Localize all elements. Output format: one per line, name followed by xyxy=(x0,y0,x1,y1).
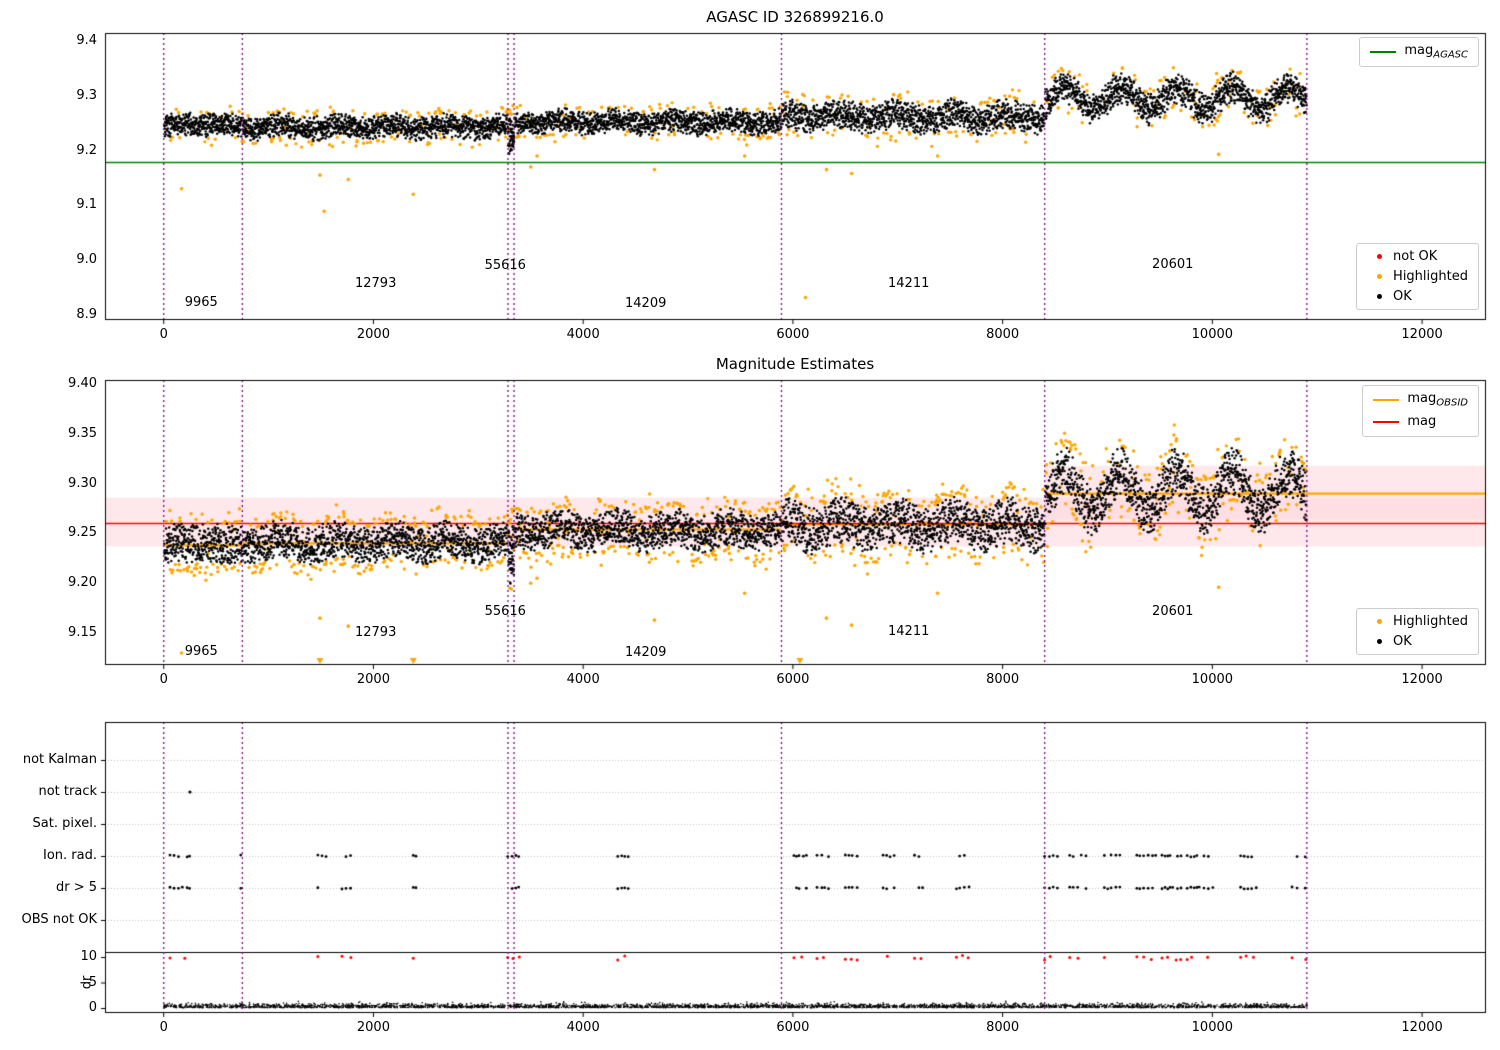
obsid-annotation: 55616 xyxy=(484,604,526,620)
plot2-title: Magnitude Estimates xyxy=(715,355,875,373)
legend-row-not-ok: not OK xyxy=(1367,249,1468,264)
obsid-annotation: 9965 xyxy=(184,294,218,310)
plot1-marker-legend: not OK Highlighted OK xyxy=(1356,243,1479,310)
obsid-annotation: 12793 xyxy=(354,276,397,292)
y-tick-label: 9.25 xyxy=(68,525,97,541)
x-tick-label: 10000 xyxy=(1191,327,1234,342)
ok-marker2 xyxy=(1377,639,1383,644)
legend-row-mag: mag xyxy=(1373,414,1468,432)
obsid-annotation: 14209 xyxy=(625,296,667,312)
plot1-line-legend: magAGASC xyxy=(1359,37,1479,67)
x-tick-label: 0 xyxy=(159,327,168,342)
x-tick-label: 4000 xyxy=(566,1020,600,1035)
highlighted-marker2 xyxy=(1377,619,1383,624)
legend-row-ok2: OK xyxy=(1367,634,1468,649)
ok-label: OK xyxy=(1393,289,1412,304)
not-ok-label: not OK xyxy=(1393,249,1438,264)
y-tick-label: 9.40 xyxy=(68,375,97,391)
mag-obsid-label: magOBSID xyxy=(1407,391,1468,409)
x-tick-label: 2000 xyxy=(356,1020,390,1035)
x-tick-label: 8000 xyxy=(986,1020,1020,1035)
obsid-annotation: 20601 xyxy=(1152,257,1194,273)
y-tick-label: 9.30 xyxy=(68,475,97,491)
x-tick-label: 0 xyxy=(159,1020,168,1035)
mag-agasc-label: magAGASC xyxy=(1404,43,1468,61)
highlighted-label: Highlighted xyxy=(1393,269,1468,284)
category-label: not track xyxy=(38,784,97,799)
ok-label2: OK xyxy=(1393,634,1412,649)
obsid-annotation: 20601 xyxy=(1152,604,1194,620)
x-tick-label: 6000 xyxy=(776,672,810,687)
y-tick-label: 9.0 xyxy=(76,251,97,267)
y-tick-label: 9.1 xyxy=(76,197,97,213)
legend-row-ok: OK xyxy=(1367,289,1468,304)
plot2-marker-legend: Highlighted OK xyxy=(1356,608,1479,655)
x-tick-label: 12000 xyxy=(1401,1020,1443,1035)
ok-marker xyxy=(1377,294,1383,299)
y-tick-label: 9.3 xyxy=(76,87,97,103)
x-tick-label: 10000 xyxy=(1191,672,1234,687)
legend-row-highlighted: Highlighted xyxy=(1367,269,1468,284)
dr-tick-label: 5 xyxy=(88,974,97,990)
y-tick-label: 9.2 xyxy=(76,142,97,158)
x-tick-label: 0 xyxy=(159,672,168,687)
x-tick-label: 12000 xyxy=(1401,327,1443,342)
mag-label: mag xyxy=(1407,413,1437,429)
x-tick-label: 8000 xyxy=(986,327,1020,342)
plot1-title: AGASC ID 326899216.0 xyxy=(706,8,884,26)
obsid-annotation: 55616 xyxy=(484,258,526,274)
category-label: Ion. rad. xyxy=(43,848,97,863)
x-tick-label: 4000 xyxy=(566,327,600,342)
category-label: dr > 5 xyxy=(55,880,97,895)
x-tick-label: 2000 xyxy=(356,327,390,342)
y-tick-label: 8.9 xyxy=(76,306,97,322)
category-label: Sat. pixel. xyxy=(32,816,97,831)
category-label: not Kalman xyxy=(22,752,97,767)
x-tick-label: 2000 xyxy=(356,672,390,687)
obsid-annotation: 12793 xyxy=(354,625,397,641)
x-tick-label: 6000 xyxy=(776,1020,810,1035)
obsid-annotation: 14209 xyxy=(625,645,667,661)
not-ok-marker xyxy=(1377,254,1383,259)
obsid-annotation: 14211 xyxy=(888,276,930,292)
y-tick-label: 9.35 xyxy=(68,425,97,441)
y-tick-label: 9.20 xyxy=(68,575,97,591)
x-tick-label: 6000 xyxy=(776,327,810,342)
mag-obsid-line-sample xyxy=(1373,398,1400,401)
mag-line-sample xyxy=(1373,421,1400,424)
highlighted-marker xyxy=(1377,274,1383,279)
x-tick-label: 10000 xyxy=(1191,1020,1234,1035)
highlighted-label2: Highlighted xyxy=(1393,614,1468,629)
x-tick-label: 12000 xyxy=(1401,672,1443,687)
legend-row-mag-agasc: magAGASC xyxy=(1370,43,1468,61)
obsid-annotation: 9965 xyxy=(184,644,218,660)
y-tick-label: 9.4 xyxy=(76,33,97,49)
x-tick-label: 8000 xyxy=(986,672,1020,687)
dr-tick-label: 0 xyxy=(88,1000,97,1015)
category-label: OBS not OK xyxy=(21,912,98,927)
obsid-annotation: 14211 xyxy=(888,624,930,640)
legend-row-mag-obsid: magOBSID xyxy=(1373,391,1468,409)
dr-tick-label: 10 xyxy=(80,949,97,964)
legend-row-highlighted2: Highlighted xyxy=(1367,614,1468,629)
y-tick-label: 9.15 xyxy=(68,625,97,641)
plot2-line-legend: magOBSID mag xyxy=(1362,385,1479,438)
x-tick-label: 4000 xyxy=(566,672,600,687)
mag-agasc-line-sample xyxy=(1370,50,1397,53)
